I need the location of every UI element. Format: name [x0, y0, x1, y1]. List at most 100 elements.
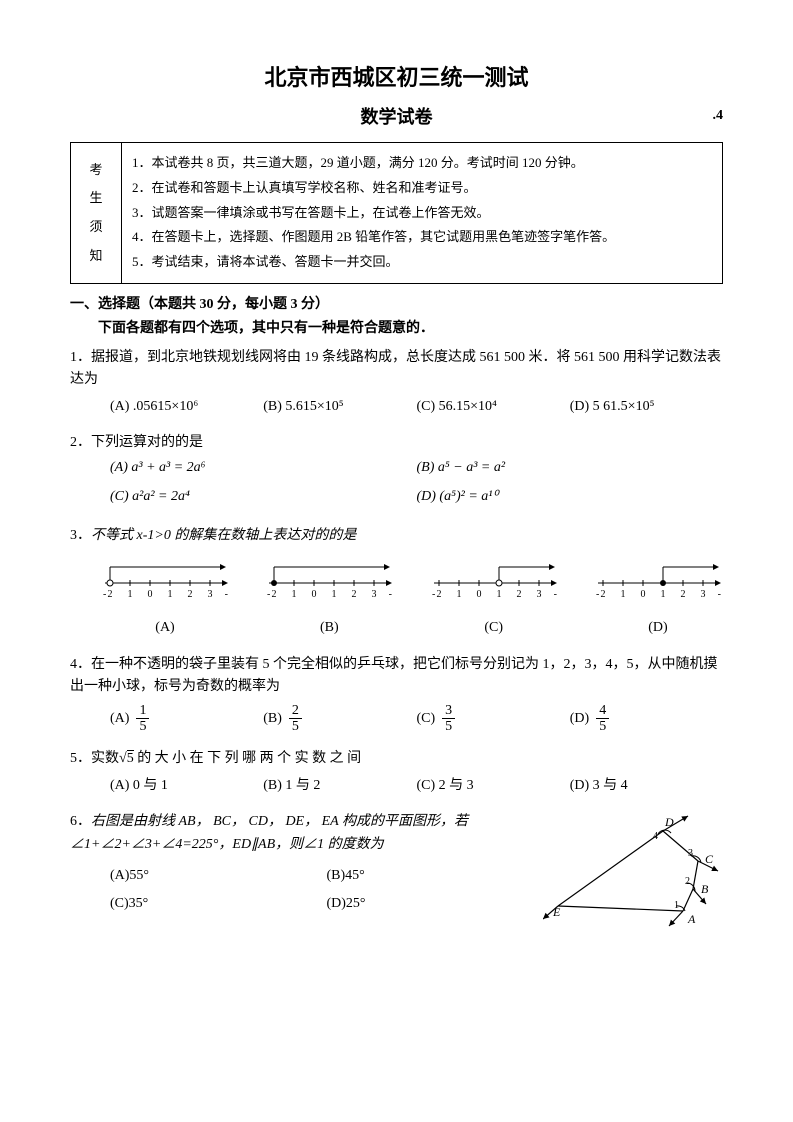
number-line: 210123--(D)	[593, 555, 723, 639]
notice-item: 3．试题答案一律填涂或书写在答题卡上，在试卷上作答无效。	[132, 203, 712, 224]
svg-text:1: 1	[660, 589, 665, 600]
notice-box: 考生须知 1．本试卷共 8 页，共三道大题，29 道小题，满分 120 分。考试…	[70, 142, 723, 284]
svg-text:-: -	[267, 589, 270, 600]
question-4: 4．在一种不透明的袋子里装有 5 个完全相似的乒乓球，把它们标号分别记为 1，2…	[70, 654, 723, 735]
q5-opt-a: (A) 0 与 1	[110, 775, 263, 797]
q2-opt-d: (D) (a⁵)² = a¹⁰	[417, 486, 724, 508]
number-line-label: (C)	[429, 617, 559, 639]
svg-text:0: 0	[312, 589, 317, 600]
q1-num: 1．	[70, 350, 91, 365]
svg-text:2: 2	[600, 589, 605, 600]
subtitle: 数学试卷	[361, 107, 433, 127]
svg-text:2: 2	[352, 589, 357, 600]
q6-opt-d: (D)25°	[327, 893, 544, 915]
q1-opt-d: (D) 5 61.5×10⁵	[570, 396, 723, 418]
q6-opt-c: (C)35°	[110, 893, 327, 915]
q1-options: (A) .05615×10⁶ (B) 5.615×10⁵ (C) 56.15×1…	[110, 396, 723, 418]
q4-num: 4．	[70, 657, 91, 672]
svg-text:3: 3	[208, 589, 213, 600]
q5-opt-c: (C) 2 与 3	[417, 775, 570, 797]
q6-opt-a: (A)55°	[110, 865, 327, 887]
q4-options: (A) 15(B) 25(C) 35(D) 45	[110, 703, 723, 735]
svg-text:1: 1	[456, 589, 461, 600]
q2-opt-b: (B) a⁵ − a³ = a²	[417, 457, 724, 479]
q4-opt: (A) 15	[110, 703, 263, 735]
svg-text:3: 3	[688, 848, 693, 859]
svg-text:1: 1	[496, 589, 501, 600]
section-1-sub: 下面各题都有四个选项，其中只有一种是符合题意的．	[98, 318, 723, 340]
q5-post: 的 大 小 在 下 列 哪 两 个 实 数 之 间	[137, 751, 361, 766]
q1-opt-a: (A) .05615×10⁶	[110, 396, 263, 418]
q4-opt: (C) 35	[417, 703, 570, 735]
q3-text: 不等式 x-1>0 的解集在数轴上表达对的的是	[91, 528, 356, 543]
q1-text: 据报道，到北京地铁规划线网将由 19 条线路构成，总长度达成 561 500 米…	[70, 350, 721, 387]
svg-text:-: -	[718, 589, 721, 600]
svg-text:0: 0	[476, 589, 481, 600]
svg-text:4: 4	[653, 831, 658, 842]
number-line-label: (A)	[100, 617, 230, 639]
svg-text:-: -	[596, 589, 599, 600]
svg-text:-: -	[103, 589, 106, 600]
svg-text:2: 2	[685, 876, 690, 887]
number-line: 2 1 0 1 2 3 - - (B)	[264, 555, 394, 639]
q5-opt-b: (B) 1 与 2	[263, 775, 416, 797]
notice-item: 5．考试结束，请将本试卷、答题卡一并交回。	[132, 252, 712, 273]
number-line: 210123--(A)	[100, 555, 230, 639]
svg-text:-: -	[225, 589, 228, 600]
svg-text:D: D	[664, 815, 674, 829]
notice-item: 2．在试卷和答题卡上认真填写学校名称、姓名和准考证号。	[132, 178, 712, 199]
notice-item: 1．本试卷共 8 页，共三道大题，29 道小题，满分 120 分。考试时间 12…	[132, 153, 712, 174]
q2-opt-a: (A) a³ + a³ = 2a⁶	[110, 457, 417, 479]
svg-text:1: 1	[168, 589, 173, 600]
question-5: 5．实数√5 的 大 小 在 下 列 哪 两 个 实 数 之 间 (A) 0 与…	[70, 748, 723, 797]
notice-item: 4．在答题卡上，选择题、作图题用 2B 铅笔作答，其它试题用黑色笔迹签字笔作答。	[132, 227, 712, 248]
notice-list: 1．本试卷共 8 页，共三道大题，29 道小题，满分 120 分。考试时间 12…	[122, 142, 723, 283]
q5-num: 5．	[70, 751, 91, 766]
svg-text:0: 0	[640, 589, 645, 600]
q6-num: 6．	[70, 814, 91, 829]
svg-text:1: 1	[332, 589, 337, 600]
q6-figure: ABCDE1234	[543, 811, 723, 939]
q2-opt-c: (C) a²a² = 2a⁴	[110, 486, 417, 508]
q1-opt-c: (C) 56.15×10⁴	[417, 396, 570, 418]
q6-text: 右图是由射线 AB， BC， CD， DE， EA 构成的平面图形，若∠1+∠2…	[70, 814, 468, 851]
svg-text:2: 2	[516, 589, 521, 600]
notice-left-label: 考生须知	[71, 142, 122, 283]
q5-opt-d: (D) 3 与 4	[570, 775, 723, 797]
svg-text:2: 2	[188, 589, 193, 600]
svg-text:1: 1	[620, 589, 625, 600]
svg-text:3: 3	[372, 589, 377, 600]
svg-text:1: 1	[128, 589, 133, 600]
svg-text:-: -	[389, 589, 392, 600]
q4-opt: (B) 25	[263, 703, 416, 735]
question-6: 6．右图是由射线 AB， BC， CD， DE， EA 构成的平面图形，若∠1+…	[70, 811, 723, 939]
q2-num: 2．	[70, 435, 91, 450]
svg-text:A: A	[687, 912, 696, 926]
question-1: 1．据报道，到北京地铁规划线网将由 19 条线路构成，总长度达成 561 500…	[70, 347, 723, 418]
q3-num: 3．	[70, 528, 91, 543]
top-right-marker: .4	[713, 105, 724, 127]
q2-text: 下列运算对的的是	[91, 435, 203, 450]
number-line-label: (B)	[264, 617, 394, 639]
svg-text:3: 3	[700, 589, 705, 600]
section-1-head: 一、选择题（本题共 30 分，每小题 3 分）	[70, 294, 723, 316]
svg-text:3: 3	[536, 589, 541, 600]
q3-number-lines: 210123--(A)210123--(B)210123--(C)210123-…	[100, 555, 723, 639]
svg-text:-: -	[432, 589, 435, 600]
number-line: 2 1 0 1 2 3 - - (C)	[429, 555, 559, 639]
q6-opt-b: (B)45°	[327, 865, 544, 887]
svg-text:2: 2	[436, 589, 441, 600]
number-line-label: (D)	[593, 617, 723, 639]
q4-text: 在一种不透明的袋子里装有 5 个完全相似的乒乓球，把它们标号分别记为 1，2，3…	[70, 657, 718, 694]
page-title: 北京市西城区初三统一测试	[70, 60, 723, 95]
q4-opt: (D) 45	[570, 703, 723, 735]
svg-text:2: 2	[272, 589, 277, 600]
svg-text:2: 2	[108, 589, 113, 600]
q5-pre: 实数	[91, 751, 119, 766]
q6-svg: ABCDE1234	[543, 811, 723, 931]
svg-text:-: -	[553, 589, 556, 600]
subtitle-row: 数学试卷 .4	[70, 103, 723, 132]
svg-text:1: 1	[292, 589, 297, 600]
q5-options: (A) 0 与 1 (B) 1 与 2 (C) 2 与 3 (D) 3 与 4	[110, 775, 723, 797]
svg-text:B: B	[701, 882, 709, 896]
